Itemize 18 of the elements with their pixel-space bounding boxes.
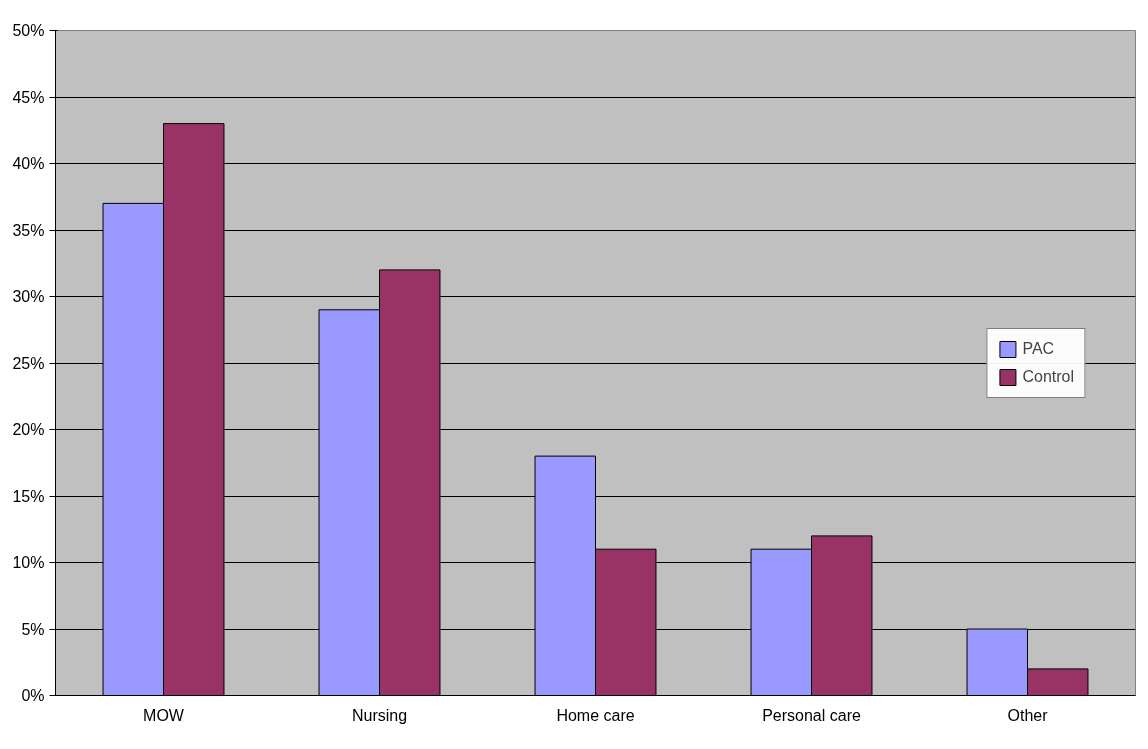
legend-label: PAC [1022, 339, 1055, 358]
y-tick-label: 45% [12, 88, 45, 106]
legend-label: Control [1022, 367, 1074, 386]
y-tick-label: 0% [21, 687, 45, 704]
y-tick-label: 5% [21, 620, 45, 638]
y-tick-label: 25% [12, 354, 45, 372]
y-tick-label: 40% [12, 155, 45, 172]
y-tick-label: 10% [12, 554, 45, 571]
x-tick-label: Other [1007, 706, 1049, 724]
y-tick-label: 50% [12, 22, 45, 39]
x-tick-label: Home care [556, 706, 635, 724]
y-tick-label: 30% [12, 288, 45, 305]
x-tick-label: Personal care [762, 706, 861, 724]
y-tick-label: 15% [12, 487, 45, 505]
y-tick-label: 20% [12, 421, 45, 438]
y-tick-label: 35% [12, 221, 45, 239]
x-tick-label: MOW [143, 706, 185, 724]
x-tick-label: Nursing [351, 706, 408, 724]
